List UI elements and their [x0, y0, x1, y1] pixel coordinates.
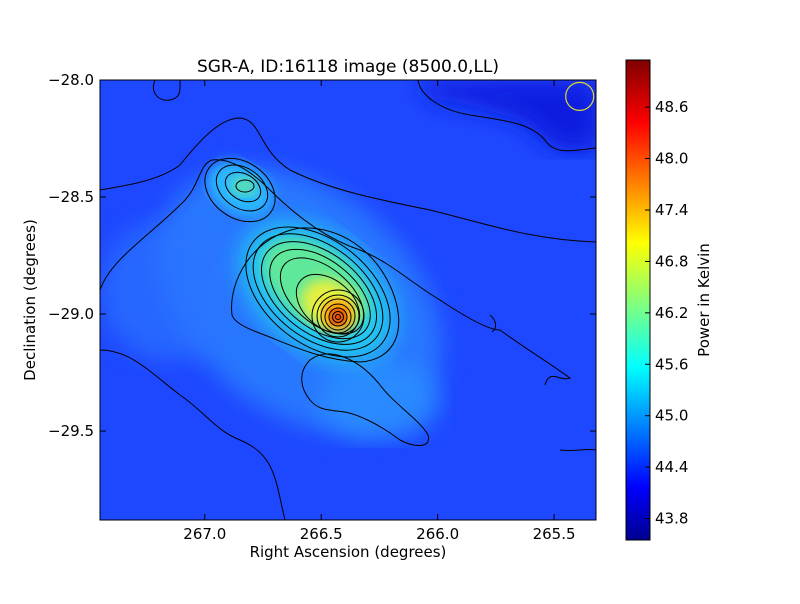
- colorbar-tick-label: 48.0: [655, 150, 688, 168]
- plot-area: [100, 80, 600, 520]
- colorbar-tick-label: 48.6: [655, 98, 688, 116]
- y-tick-label: −29.5: [48, 422, 94, 440]
- source-peak-red: [331, 310, 345, 324]
- colorbar: [626, 60, 650, 540]
- colorbar-tick-label: 46.8: [655, 252, 688, 270]
- y-axis-label: Declination (degrees): [21, 219, 39, 381]
- y-tick-label: −28.5: [48, 188, 94, 206]
- x-axis-label: Right Ascension (degrees): [250, 543, 447, 561]
- heatmap-halo-left: [100, 220, 240, 360]
- x-tick-label: 266.0: [416, 525, 459, 543]
- y-tick-label: −28.0: [48, 71, 94, 89]
- heatmap-halo-lower: [320, 360, 440, 440]
- colorbar-tick-label: 45.0: [655, 407, 688, 425]
- colorbar-tick-label: 45.6: [655, 355, 688, 373]
- colorbar-tick-label: 46.2: [655, 304, 688, 322]
- colorbar-label: Power in Kelvin: [695, 243, 713, 357]
- y-tick-label: −29.0: [48, 305, 94, 323]
- x-tick-label: 265.5: [533, 525, 576, 543]
- chart-title: SGR-A, ID:16118 image (8500.0,LL): [197, 57, 499, 77]
- x-tick-label: 266.5: [300, 525, 343, 543]
- colorbar-tick-label: 43.8: [655, 510, 688, 528]
- colorbar-tick-label: 47.4: [655, 201, 688, 219]
- colorbar-tick-label: 44.4: [655, 458, 688, 476]
- x-tick-label: 267.0: [183, 525, 226, 543]
- colorbar-ticks: 43.8 44.4 45.0 45.6 46.2 46.8 47.4 48.0 48.6: [645, 98, 688, 527]
